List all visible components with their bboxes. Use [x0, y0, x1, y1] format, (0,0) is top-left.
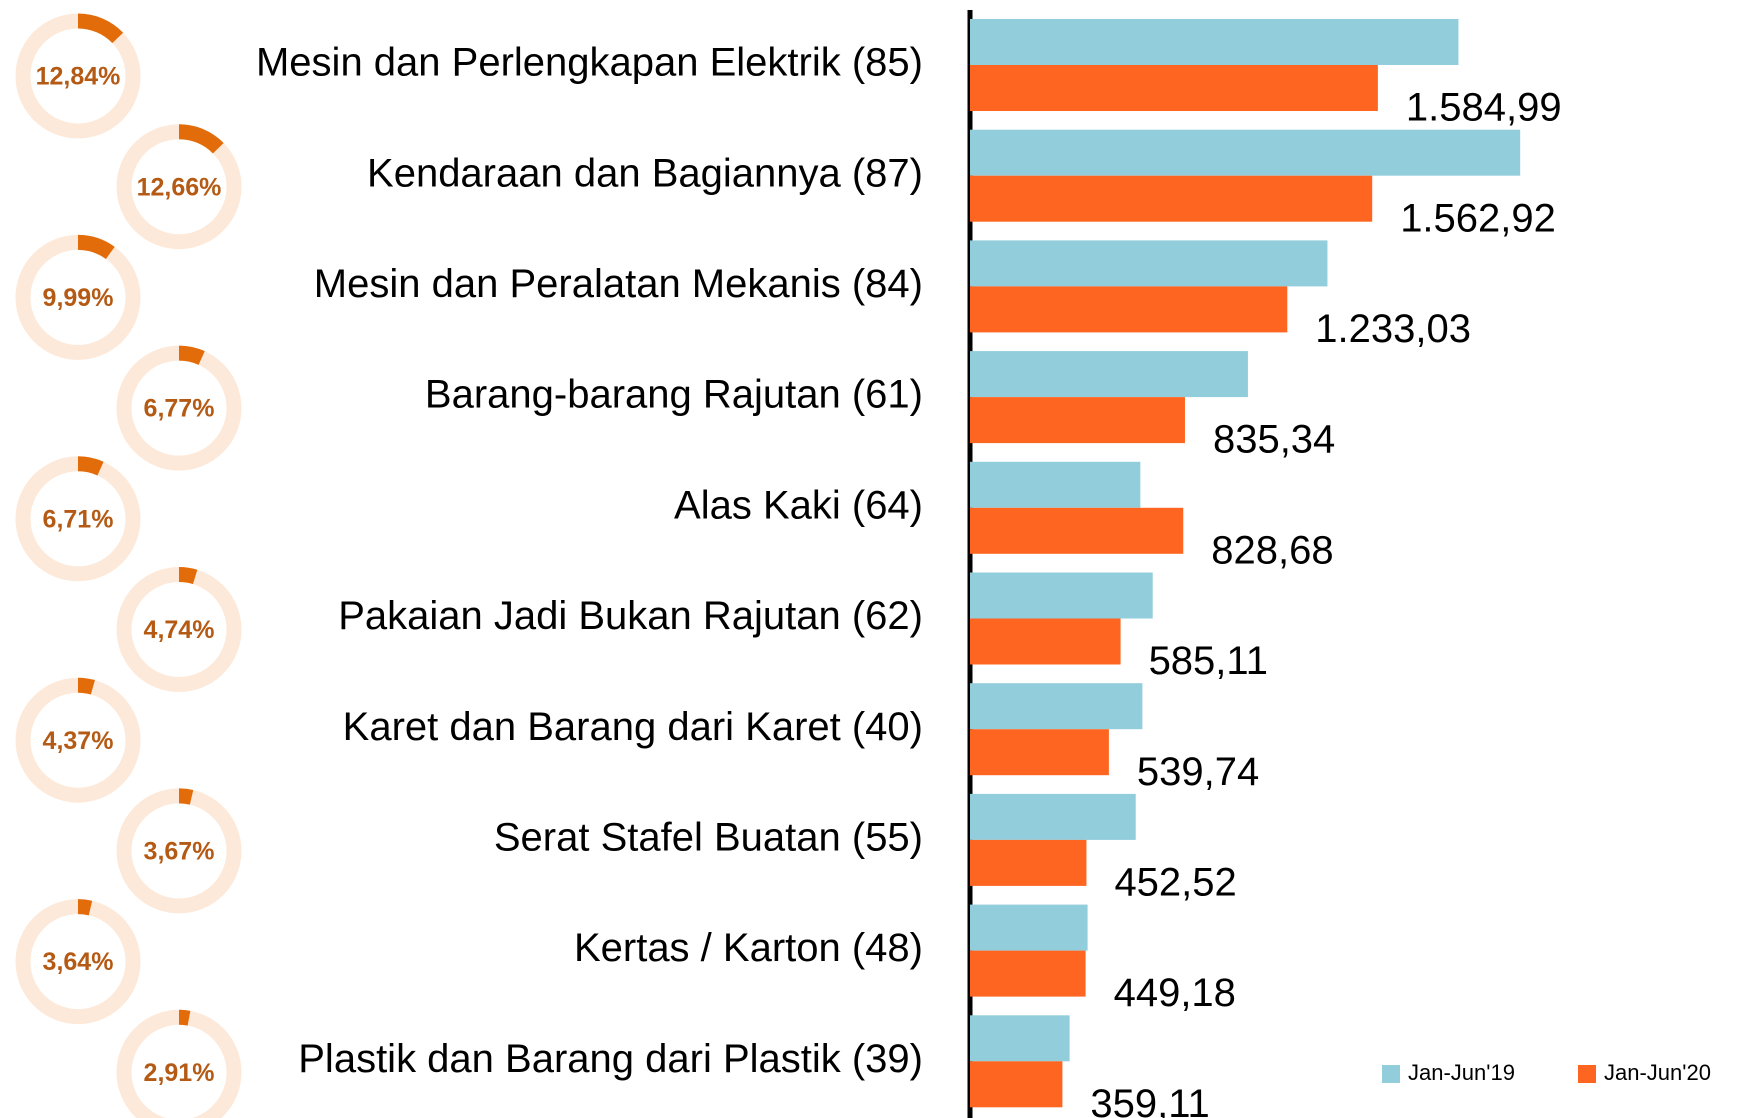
value-label: 585,11: [1149, 639, 1268, 683]
bar: [970, 19, 1459, 65]
bar: [970, 286, 1288, 333]
donut-arc: [178, 567, 198, 585]
category-label: Plastik dan Barang dari Plastik (39): [298, 1037, 923, 1081]
bar: [970, 175, 1373, 222]
donut-arc: [77, 13, 124, 44]
donut-label: 3,67%: [144, 838, 215, 866]
bar: [970, 397, 1185, 444]
value-label: 539,74: [1137, 750, 1259, 794]
donut-label: 6,71%: [43, 505, 114, 533]
bar: [970, 793, 1136, 840]
donut-label: 4,74%: [144, 616, 215, 644]
category-label: Serat Stafel Buatan (55): [494, 815, 923, 859]
category-label: Kendaraan dan Bagiannya (87): [367, 151, 923, 195]
bar: [970, 729, 1109, 776]
legend-label: Jan-Jun'19: [1408, 1060, 1515, 1085]
bar: [970, 904, 1088, 951]
category-label: Alas Kaki (64): [674, 483, 923, 527]
donut-label: 2,91%: [144, 1059, 215, 1087]
category-label: Mesin dan Perlengkapan Elektrik (85): [256, 41, 923, 85]
donut-arc: [178, 788, 194, 805]
legend-label: Jan-Jun'20: [1604, 1060, 1711, 1085]
legend-swatch: [1382, 1065, 1400, 1083]
donut-arc: [77, 234, 115, 260]
bar: [970, 240, 1328, 287]
bar: [970, 1061, 1063, 1108]
donut-label: 3,64%: [43, 948, 114, 976]
donut-arc: [178, 1009, 191, 1026]
donut-arc: [77, 677, 95, 695]
bar: [970, 129, 1521, 176]
category-label: Barang-barang Rajutan (61): [425, 373, 923, 417]
donut-arc: [77, 456, 104, 476]
bar: [970, 507, 1184, 554]
donut-label: 12,84%: [36, 63, 121, 91]
category-label: Pakaian Jadi Bukan Rajutan (62): [338, 594, 923, 638]
value-label: 1.562,92: [1400, 196, 1556, 240]
donut-label: 12,66%: [137, 173, 222, 201]
value-label: 1.584,99: [1406, 86, 1562, 130]
bar: [970, 461, 1141, 508]
category-label: Kertas / Karton (48): [574, 926, 923, 970]
bar: [970, 950, 1086, 997]
donut-arc: [178, 124, 224, 154]
bar: [970, 683, 1143, 730]
bar: [970, 572, 1153, 619]
value-label: 835,34: [1213, 418, 1335, 462]
donut-arc: [77, 899, 93, 916]
category-label: Mesin dan Peralatan Mekanis (84): [314, 262, 923, 306]
bar: [970, 1015, 1070, 1062]
donut-track: [116, 1009, 242, 1118]
donut-arc: [178, 345, 205, 365]
legend-swatch: [1578, 1065, 1596, 1083]
bar: [970, 839, 1087, 886]
bar: [970, 351, 1248, 398]
value-label: 452,52: [1114, 860, 1236, 904]
donut-label: 9,99%: [43, 284, 114, 312]
donut-label: 4,37%: [43, 727, 114, 755]
value-label: 359,11: [1090, 1082, 1209, 1118]
value-label: 1.233,03: [1315, 307, 1471, 351]
value-label: 828,68: [1211, 528, 1333, 572]
bar: [970, 65, 1378, 111]
value-label: 449,18: [1114, 971, 1236, 1015]
donut-label: 6,77%: [144, 395, 215, 423]
bar: [970, 618, 1121, 665]
category-label: Karet dan Barang dari Karet (40): [343, 705, 923, 749]
